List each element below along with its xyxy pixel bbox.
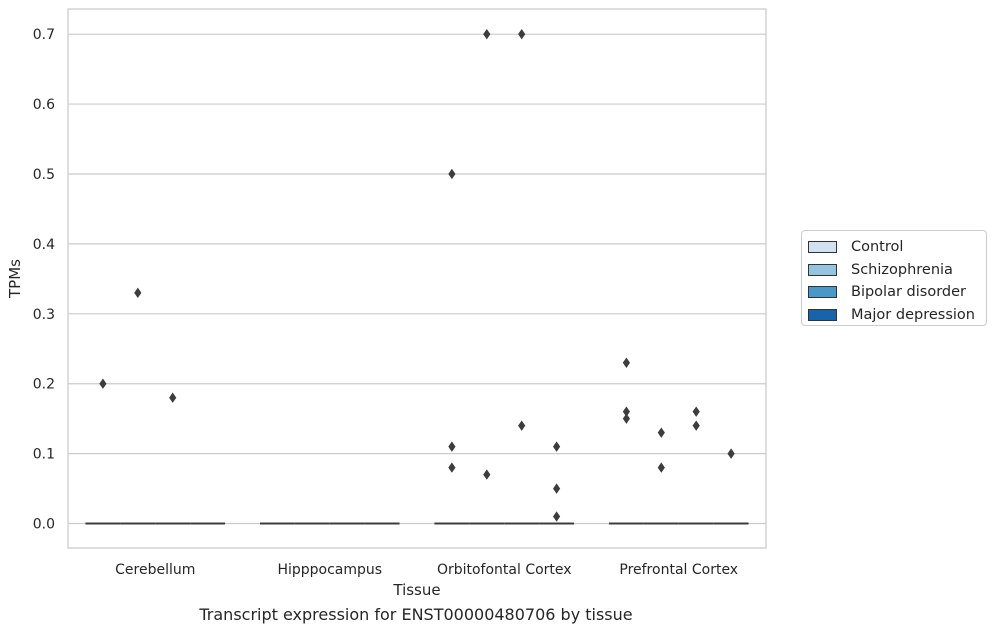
- outlier-point: [622, 406, 630, 417]
- outlier-point: [518, 28, 526, 40]
- outlier-point: [448, 168, 456, 180]
- x-tick-label: Prefrontal Cortex: [619, 562, 738, 578]
- legend-swatch: [808, 263, 837, 276]
- legend-item: Control: [808, 236, 986, 259]
- y-tick-labels: 0.0 0.1 0.2 0.3 0.4 0.5 0.6 0.7: [33, 27, 55, 532]
- legend: Control Schizophrenia Bipolar disorder Majo…: [801, 230, 987, 326]
- outlier-point: [622, 357, 630, 368]
- legend-swatch: [808, 241, 837, 254]
- outlier-point: [657, 427, 665, 438]
- outlier-point: [622, 413, 630, 424]
- gridlines: [68, 33, 766, 525]
- y-tick-label: 0.0: [33, 517, 55, 533]
- outlier-point: [134, 287, 142, 299]
- y-tick-label: 0.4: [33, 237, 55, 253]
- plot-frame: [67, 8, 767, 549]
- outlier-point: [692, 406, 700, 417]
- legend-label: Bipolar disorder: [851, 284, 966, 301]
- legend-label: Major depression: [851, 306, 975, 323]
- outlier-point: [483, 469, 491, 480]
- outlier-point: [727, 448, 735, 459]
- legend-label: Schizophrenia: [851, 261, 953, 278]
- outlier-point: [518, 420, 526, 431]
- y-tick-label: 0.7: [33, 27, 55, 43]
- outlier-point: [692, 420, 700, 431]
- y-tick-label: 0.5: [33, 167, 55, 183]
- outlier-point: [657, 462, 665, 473]
- legend-item: Schizophrenia: [808, 259, 986, 282]
- x-tick-label: Hipppocampus: [277, 562, 382, 578]
- outlier-point: [483, 28, 491, 40]
- y-axis-title: TPMs: [6, 259, 24, 299]
- outlier-point: [553, 483, 561, 494]
- x-tick-labels: Cerebellum Hipppocampus Orbitofontal Corte…: [115, 562, 738, 578]
- outlier-point: [99, 378, 107, 389]
- y-tick-label: 0.2: [33, 377, 55, 393]
- x-tick-label: Orbitofontal Cortex: [437, 562, 572, 578]
- y-tick-label: 0.3: [33, 307, 55, 323]
- outlier-point: [553, 441, 561, 452]
- outlier-points: [99, 28, 735, 522]
- y-tick-label: 0.6: [33, 97, 55, 113]
- chart-caption: Transcript expression for ENST0000048070…: [199, 605, 633, 624]
- outlier-point: [553, 511, 561, 522]
- legend-swatch: [808, 286, 837, 299]
- legend-label: Control: [851, 239, 904, 256]
- legend-item: Major depression: [808, 304, 986, 327]
- x-tick-label: Cerebellum: [115, 562, 195, 578]
- outlier-point: [169, 392, 177, 403]
- y-tick-label: 0.1: [33, 447, 55, 463]
- outlier-point: [448, 441, 456, 452]
- legend-swatch: [808, 308, 837, 321]
- x-axis-title: Tissue: [392, 581, 440, 599]
- legend-item: Bipolar disorder: [808, 281, 986, 304]
- outlier-point: [448, 462, 456, 473]
